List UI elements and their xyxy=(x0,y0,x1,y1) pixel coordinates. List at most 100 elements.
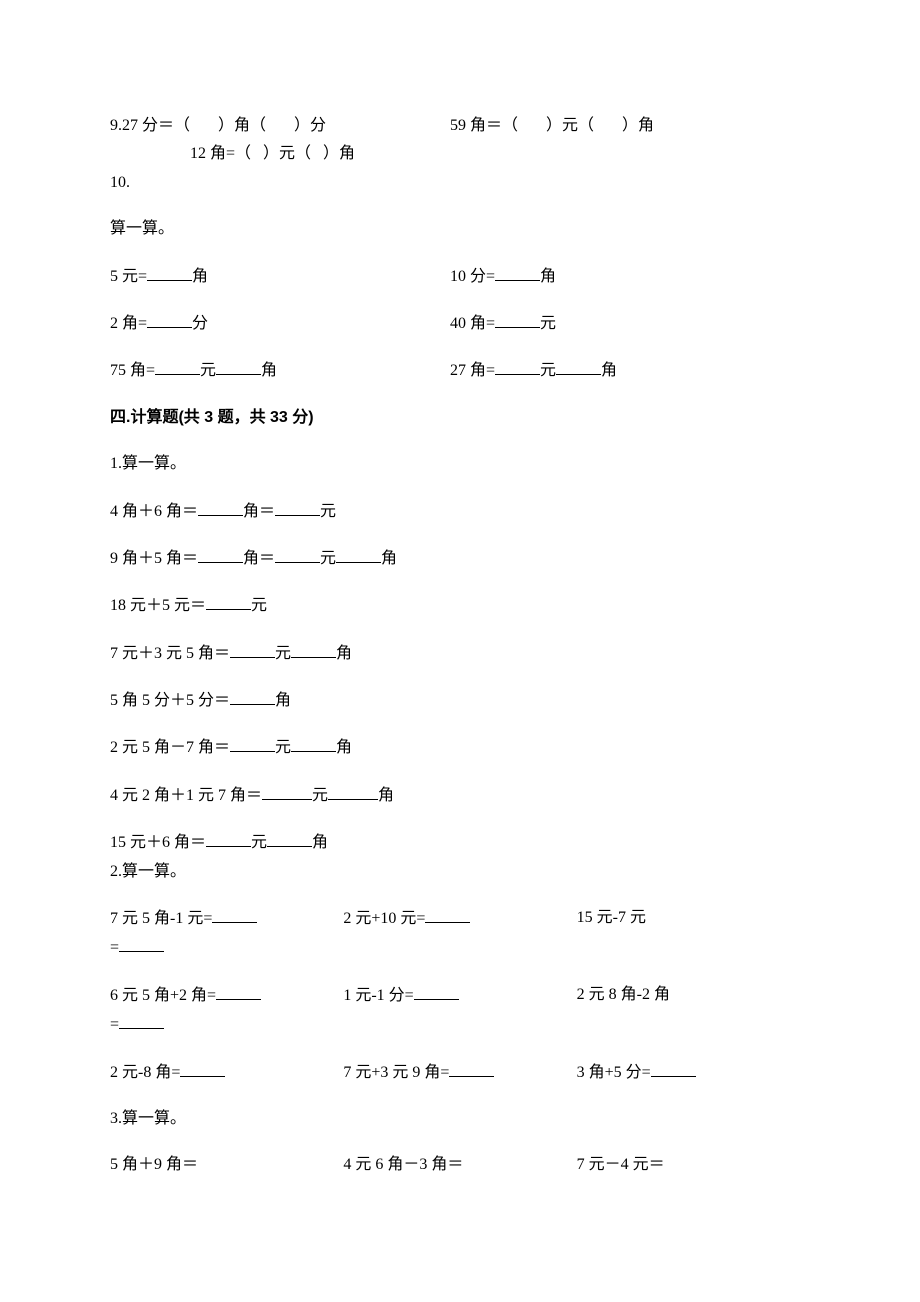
problem-1-title: 1.算一算。 xyxy=(110,453,810,475)
text: 4 角＋6 角＝ xyxy=(110,503,198,520)
text: 角 xyxy=(378,787,394,804)
question-10-title: 算一算。 xyxy=(110,218,810,240)
blank[interactable] xyxy=(147,312,192,328)
text: 元 xyxy=(312,787,328,804)
blank[interactable] xyxy=(206,831,251,847)
text: 15 元-7 元 xyxy=(577,909,646,926)
blank[interactable] xyxy=(155,359,200,375)
text: 18 元＋5 元＝ xyxy=(110,597,206,614)
text: 角 xyxy=(275,692,291,709)
p2-row3: 2 元-8 角= 7 元+3 元 9 角= 3 角+5 分= xyxy=(110,1061,810,1084)
text: 角 xyxy=(381,550,397,567)
q9-part-e: ）元（ xyxy=(546,117,594,134)
text: 5 角 5 分＋5 分＝ xyxy=(110,692,230,709)
text: 4 元 2 角＋1 元 7 角＝ xyxy=(110,787,262,804)
q10-row2: 2 角= 分 40 角= 元 xyxy=(110,312,810,335)
p1-l7: 4 元 2 角＋1 元 7 角＝ 元 角 xyxy=(110,784,810,807)
blank[interactable] xyxy=(230,642,275,658)
question-9-line2: 12 角=（ ）元（ ）角 xyxy=(110,143,810,165)
blank[interactable] xyxy=(556,359,601,375)
text: 40 角= xyxy=(450,315,495,332)
p1-l2: 9 角＋5 角＝角＝元角 xyxy=(110,547,810,570)
blank[interactable] xyxy=(230,736,275,752)
blank[interactable] xyxy=(425,907,470,923)
p1-l3: 18 元＋5 元＝ 元 xyxy=(110,594,810,617)
text: = xyxy=(110,939,119,956)
blank[interactable] xyxy=(291,642,336,658)
text: 角 xyxy=(336,645,352,662)
blank[interactable] xyxy=(267,831,312,847)
blank[interactable] xyxy=(495,312,540,328)
problem-2-title: 2.算一算。 xyxy=(110,861,810,883)
blank[interactable] xyxy=(328,784,378,800)
text: 7 元－4 元＝ xyxy=(577,1156,665,1173)
text: 75 角= xyxy=(110,362,155,379)
question-9-line1: 9.27 分＝（）角（）分 59 角＝（）元（）角 xyxy=(110,115,810,137)
blank[interactable] xyxy=(449,1061,494,1077)
text: 角 xyxy=(336,739,352,756)
blank[interactable] xyxy=(119,936,164,952)
blank[interactable] xyxy=(206,594,251,610)
blank[interactable] xyxy=(262,784,312,800)
blank[interactable] xyxy=(198,500,243,516)
blank[interactable] xyxy=(216,984,261,1000)
text: 角 xyxy=(192,268,208,285)
text: 元 xyxy=(540,362,556,379)
p2-row2-wrap: = xyxy=(110,1013,810,1036)
text: 2 元 8 角-2 角 xyxy=(577,986,670,1003)
q9-part-b: ）角（ xyxy=(218,117,266,134)
text: 元 xyxy=(275,645,291,662)
section-4-title: 四.计算题(共 3 题，共 33 分) xyxy=(110,407,810,429)
text: 分 xyxy=(192,315,208,332)
blank[interactable] xyxy=(198,547,243,563)
text: 9 角＋5 角＝ xyxy=(110,550,198,567)
text: 15 元＋6 角＝ xyxy=(110,834,206,851)
blank[interactable] xyxy=(414,984,459,1000)
blank[interactable] xyxy=(336,547,381,563)
text: 元 xyxy=(251,834,267,851)
problem-3-title: 3.算一算。 xyxy=(110,1108,810,1130)
blank[interactable] xyxy=(495,265,540,281)
q10-row3: 75 角=元角 27 角=元角 xyxy=(110,359,810,382)
blank[interactable] xyxy=(230,689,275,705)
p1-l5: 5 角 5 分＋5 分＝ 角 xyxy=(110,689,810,712)
text: 5 元= xyxy=(110,268,147,285)
q9-part-c: ）分 xyxy=(294,117,326,134)
blank[interactable] xyxy=(216,359,261,375)
p1-l4: 7 元＋3 元 5 角＝元角 xyxy=(110,642,810,665)
blank[interactable] xyxy=(651,1061,696,1077)
blank[interactable] xyxy=(275,547,320,563)
text: 27 角= xyxy=(450,362,495,379)
p1-l8: 15 元＋6 角＝元角 xyxy=(110,831,810,854)
text: 2 元 5 角－7 角＝ xyxy=(110,739,230,756)
blank[interactable] xyxy=(275,500,320,516)
text: = xyxy=(110,1016,119,1033)
q9-part-h: ）元（ xyxy=(263,145,311,162)
p3-row1: 5 角＋9 角＝ 4 元 6 角－3 角＝ 7 元－4 元＝ xyxy=(110,1154,810,1176)
text: 元 xyxy=(251,597,267,614)
text: 2 角= xyxy=(110,315,147,332)
text: 7 元 5 角-1 元= xyxy=(110,910,212,927)
q9-part-i: ）角 xyxy=(323,145,355,162)
text: 角 xyxy=(261,362,277,379)
blank[interactable] xyxy=(291,736,336,752)
question-10-number: 10. xyxy=(110,172,810,194)
text: 5 角＋9 角＝ xyxy=(110,1156,198,1173)
text: 元 xyxy=(320,503,336,520)
text: 角 xyxy=(540,268,556,285)
blank[interactable] xyxy=(495,359,540,375)
text: 元 xyxy=(200,362,216,379)
q9-part-g: 12 角=（ xyxy=(190,145,251,162)
text: 角＝ xyxy=(243,550,275,567)
q10-row1: 5 元=角 10 分=角 xyxy=(110,265,810,288)
text: 2 元-8 角= xyxy=(110,1064,180,1081)
blank[interactable] xyxy=(147,265,192,281)
blank[interactable] xyxy=(180,1061,225,1077)
blank[interactable] xyxy=(212,907,257,923)
blank[interactable] xyxy=(119,1013,164,1029)
text: 7 元+3 元 9 角= xyxy=(343,1064,449,1081)
q9-part-a: 9.27 分＝（ xyxy=(110,117,190,134)
text: 元 xyxy=(540,315,556,332)
text: 4 元 6 角－3 角＝ xyxy=(343,1156,463,1173)
q9-part-d: 59 角＝（ xyxy=(450,117,518,134)
